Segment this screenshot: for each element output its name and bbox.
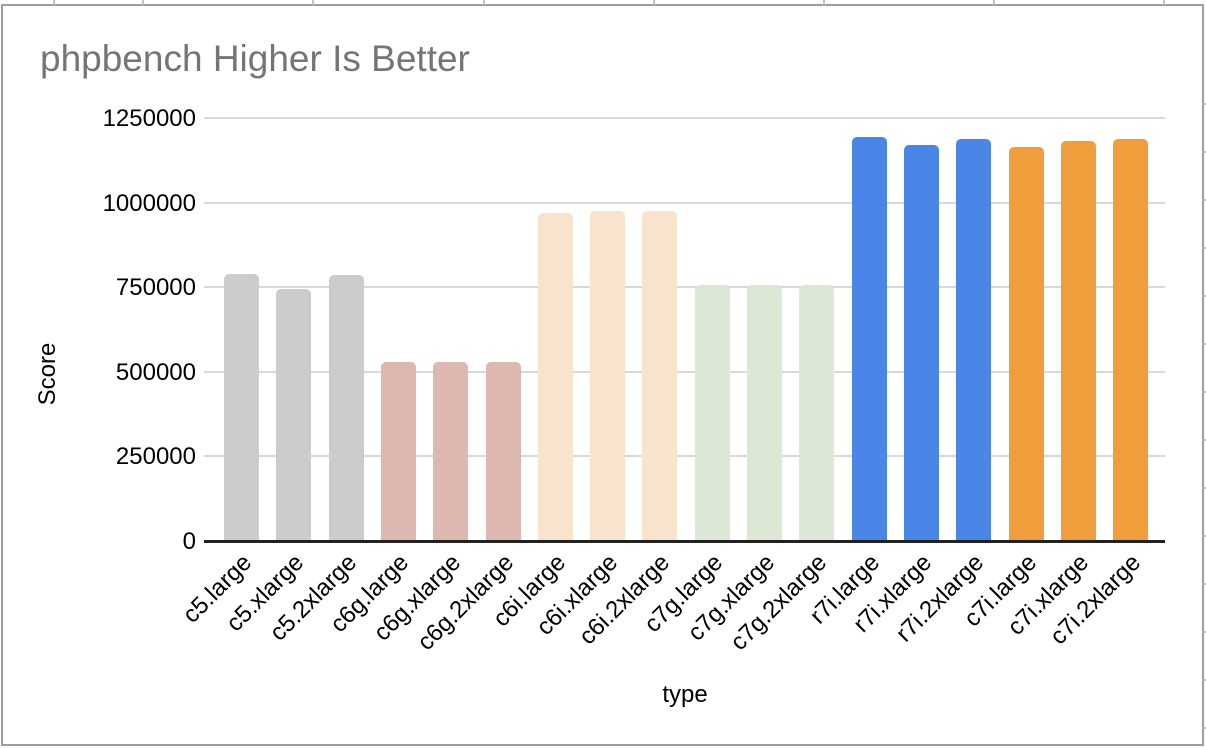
sheet-column-line-artifact xyxy=(823,0,825,5)
sheet-column-line-artifact xyxy=(312,0,314,5)
gridline xyxy=(204,286,1165,289)
y-tick-label-750000: 750000 xyxy=(115,274,196,302)
sheet-row-line-artifact xyxy=(1203,295,1206,297)
bar-c7i.2xlarge[interactable] xyxy=(1113,139,1148,541)
sheet-row-line-artifact xyxy=(1203,343,1206,345)
chart-title: phpbench Higher Is Better xyxy=(40,38,470,79)
bar-c7g.2xlarge[interactable] xyxy=(799,285,834,541)
bar-c6i.large[interactable] xyxy=(538,213,573,541)
bar-r7i.large[interactable] xyxy=(852,137,887,541)
bar-c6g.xlarge[interactable] xyxy=(433,362,468,541)
sheet-column-line-artifact xyxy=(993,0,995,5)
sheet-row-line-artifact xyxy=(1203,199,1206,201)
sheet-column-line-artifact xyxy=(653,0,655,5)
sheet-row-line-artifact xyxy=(1203,391,1206,393)
y-tick-label-1000000: 1000000 xyxy=(102,189,196,217)
bar-r7i.2xlarge[interactable] xyxy=(956,139,991,541)
gridline xyxy=(204,201,1165,204)
bar-c7g.xlarge[interactable] xyxy=(747,285,782,541)
bar-c7i.large[interactable] xyxy=(1009,147,1044,541)
sheet-column-line-artifact xyxy=(483,0,485,5)
bar-r7i.xlarge[interactable] xyxy=(904,145,939,541)
bar-c5.large[interactable] xyxy=(224,274,259,541)
sheet-row-line-artifact xyxy=(1203,583,1206,585)
bar-c5.xlarge[interactable] xyxy=(276,289,311,541)
sheet-row-line-artifact xyxy=(1203,727,1206,729)
bar-c7i.xlarge[interactable] xyxy=(1061,141,1096,541)
gridline xyxy=(204,455,1165,458)
y-tick-label-1250000: 1250000 xyxy=(102,105,196,132)
bar-c7g.large[interactable] xyxy=(695,285,730,541)
bar-c5.2xlarge[interactable] xyxy=(329,275,364,541)
sheet-row-line-artifact xyxy=(1203,439,1206,441)
x-axis-baseline xyxy=(204,540,1165,543)
gridline xyxy=(204,370,1165,373)
bar-c6i.xlarge[interactable] xyxy=(590,211,625,541)
sheet-row-line-artifact xyxy=(1203,487,1206,489)
gridline xyxy=(204,117,1165,119)
sheet-column-line-artifact xyxy=(53,0,55,5)
y-tick-label-0: 0 xyxy=(182,528,196,555)
sheet-column-line-artifact xyxy=(1163,0,1165,5)
y-tick-label-500000: 500000 xyxy=(115,358,196,386)
sheet-column-line-artifact xyxy=(142,0,144,5)
sheet-row-line-artifact xyxy=(1203,631,1206,633)
sheet-row-line-artifact xyxy=(1203,151,1206,153)
y-tick-label-250000: 250000 xyxy=(115,443,196,471)
bar-c6g.2xlarge[interactable] xyxy=(486,362,521,541)
sheet-row-line-artifact xyxy=(1203,535,1206,537)
bar-c6g.large[interactable] xyxy=(381,362,416,541)
x-axis-title: type xyxy=(662,681,708,708)
sheet-row-line-artifact xyxy=(1203,247,1206,249)
bar-c6i.2xlarge[interactable] xyxy=(642,211,677,541)
sheet-row-line-artifact xyxy=(1203,679,1206,681)
sheet-row-line-artifact xyxy=(1203,103,1206,105)
